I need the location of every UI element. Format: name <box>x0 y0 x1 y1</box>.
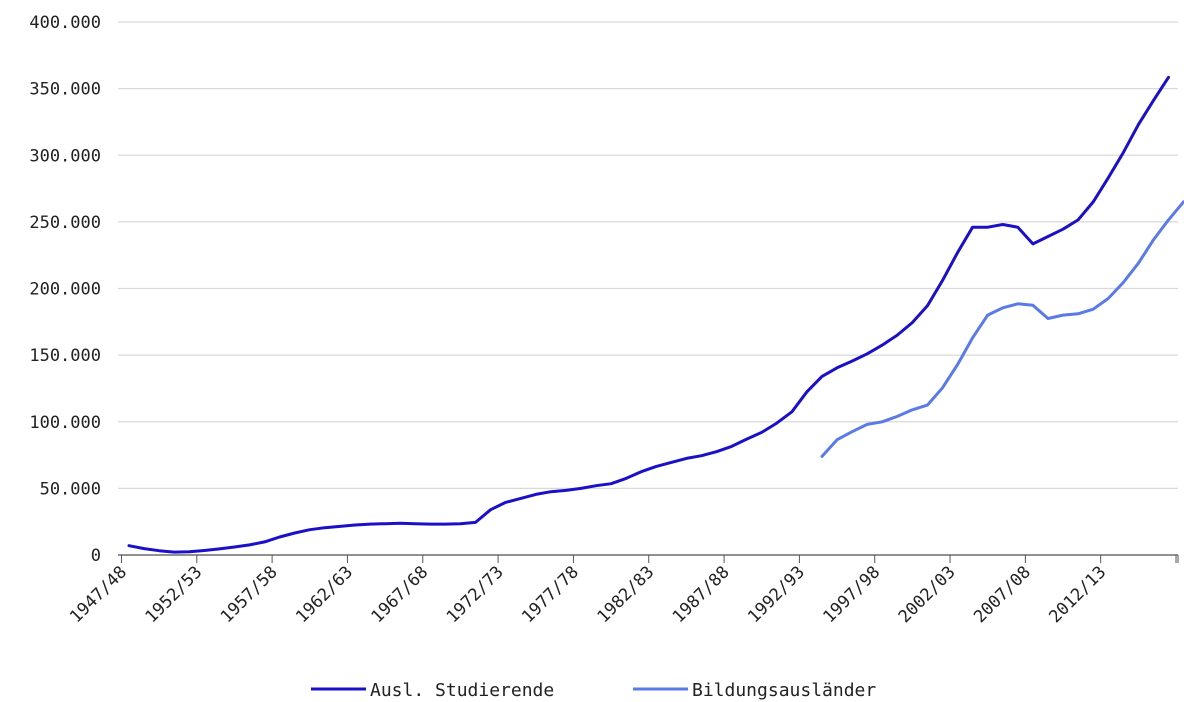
x-tick-label: 1997/98 <box>819 562 884 627</box>
grid-lines <box>118 21 1178 556</box>
x-tick-label: 1982/83 <box>593 562 658 627</box>
series-lines <box>127 75 1184 554</box>
x-tick-label: 1972/73 <box>443 562 508 627</box>
y-tick-label: 150.000 <box>29 346 101 366</box>
y-tick-label: 0 <box>91 546 101 566</box>
legend: Ausl. Studierende Bildungsausländer <box>311 680 876 701</box>
series-line-1 <box>127 75 1170 554</box>
y-tick-label: 350.000 <box>29 80 101 100</box>
x-tick-label: 1947/48 <box>66 562 131 627</box>
series-line-2 <box>820 200 1184 458</box>
x-tick-label: 2002/03 <box>895 562 960 627</box>
y-tick-label: 250.000 <box>29 213 101 233</box>
x-tick-label: 2007/08 <box>970 562 1035 627</box>
y-tick-label: 200.000 <box>29 280 101 300</box>
legend-label: Ausl. Studierende <box>370 680 554 701</box>
x-tick-label: 1962/63 <box>292 562 357 627</box>
x-axis: 1947/48 1952/53 1957/58 1962/63 1967/68 1972/… <box>66 554 1179 627</box>
y-tick-label: 50.000 <box>40 479 101 499</box>
x-tick-label: 1957/58 <box>217 562 282 627</box>
x-tick-label: 2012/13 <box>1045 562 1110 627</box>
x-tick-label: 1952/53 <box>142 562 207 627</box>
x-tick-label: 1987/88 <box>669 562 734 627</box>
x-tick-label: 1977/78 <box>518 562 583 627</box>
x-tick-label: 1992/93 <box>744 562 809 627</box>
y-tick-label: 100.000 <box>29 413 101 433</box>
legend-label: Bildungsausländer <box>692 680 876 701</box>
y-axis-tick-labels: 0 50.000 100.000 150.000 200.000 250.000 300.0… <box>29 13 101 566</box>
legend-item: Ausl. Studierende <box>311 680 554 701</box>
y-tick-label: 400.000 <box>29 13 101 33</box>
y-tick-label: 300.000 <box>29 146 101 166</box>
x-tick-label: 1967/68 <box>367 562 432 627</box>
legend-item: Bildungsausländer <box>633 680 876 701</box>
